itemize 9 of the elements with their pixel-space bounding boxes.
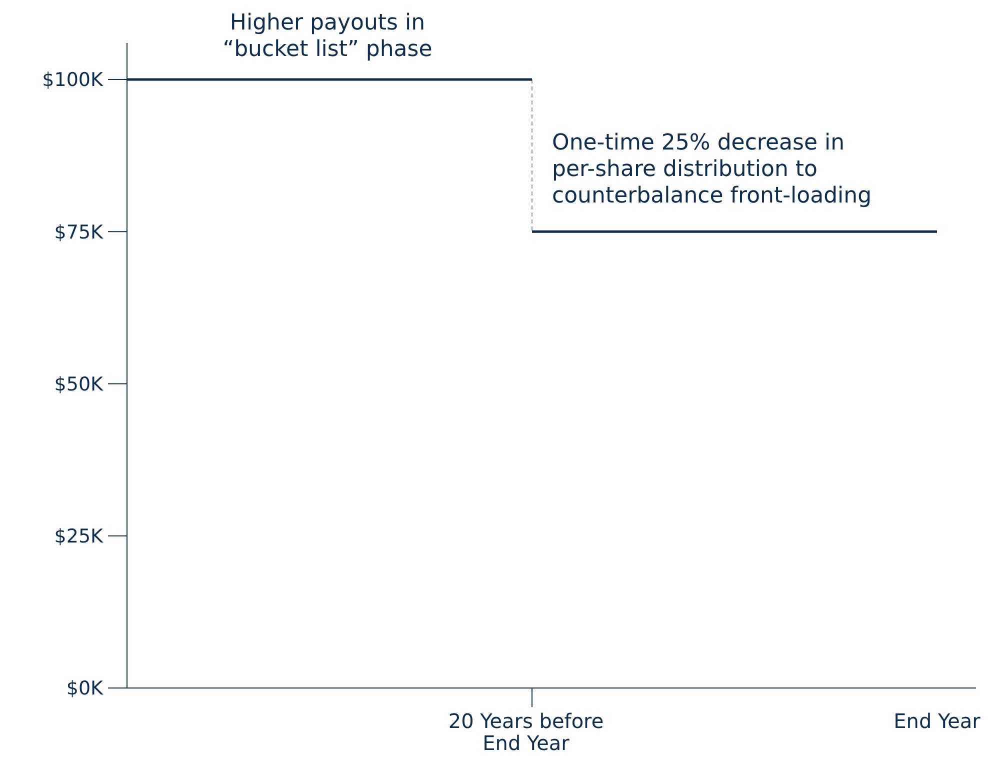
x-tick-label: End Year bbox=[894, 709, 982, 733]
y-tick-label: $75K bbox=[54, 221, 104, 244]
y-tick-label: $0K bbox=[66, 678, 104, 700]
y-tick-label: $25K bbox=[54, 526, 104, 548]
y-tick-label: $50K bbox=[54, 373, 104, 396]
x-tick-label: 20 Years before End Year bbox=[448, 709, 604, 755]
annotation: One-time 25% decrease in per-share distribution to counterbalance front-loading bbox=[552, 130, 872, 208]
y-tick-label: $100K bbox=[42, 69, 104, 92]
annotation: Higher payouts in “bucket list” phase bbox=[222, 10, 432, 62]
